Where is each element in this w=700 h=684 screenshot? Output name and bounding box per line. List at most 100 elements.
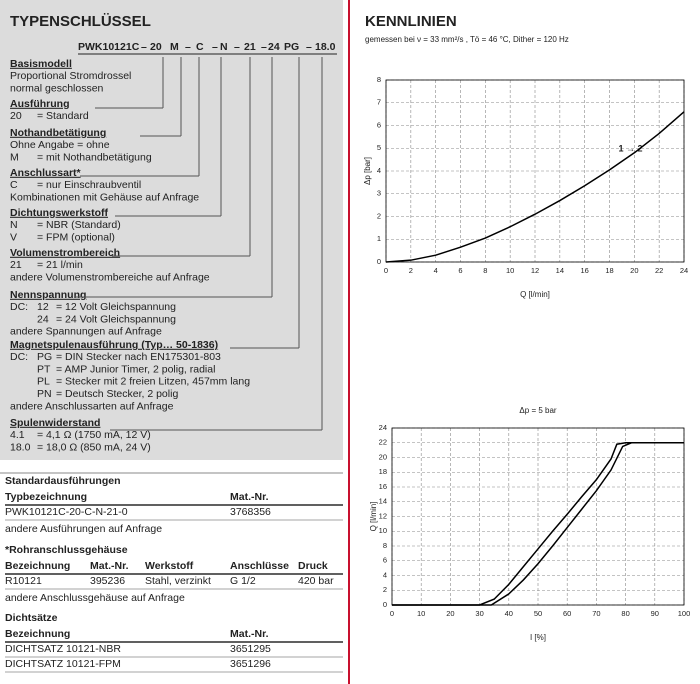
y-tick-label: 24 — [379, 423, 387, 432]
y-tick-label: 0 — [383, 600, 387, 609]
y-tick-label: 12 — [379, 511, 387, 520]
line-text: = FPM (optional) — [37, 231, 115, 243]
x-tick-label: 30 — [475, 609, 483, 618]
table-header: Druck — [298, 560, 328, 572]
code-part: N — [220, 41, 228, 53]
code-part: 24 — [268, 41, 280, 53]
curve — [392, 442, 684, 606]
chart-title: Δp = 5 bar — [519, 406, 556, 415]
x-tick-label: 24 — [680, 266, 688, 275]
line-prefix: DC: — [10, 351, 28, 363]
x-tick-label: 70 — [592, 609, 600, 618]
line-text: = NBR (Standard) — [37, 219, 121, 231]
y-axis-label: Δp [bar] — [363, 157, 372, 185]
table-cell: 395236 — [90, 575, 125, 587]
code-part: 21 — [244, 41, 256, 53]
table-header: Mat.-Nr. — [230, 628, 269, 640]
table-cell: 3651295 — [230, 643, 271, 655]
line-text: = 4,1 Ω (1750 mA, 12 V) — [37, 429, 151, 441]
y-tick-label: 1 — [377, 234, 381, 243]
x-tick-label: 10 — [506, 266, 514, 275]
section-heading: Spulenwiderstand — [10, 417, 100, 429]
x-tick-label: 18 — [605, 266, 613, 275]
x-tick-label: 80 — [621, 609, 629, 618]
section-heading: Magnetspulenausführung (Typ… 50-1836) — [10, 339, 218, 351]
x-tick-label: 50 — [534, 609, 542, 618]
line-key: M — [10, 151, 19, 163]
line-text: = mit Nothandbetätigung — [37, 151, 152, 163]
line-key: 21 — [10, 259, 22, 271]
table-header: Mat.-Nr. — [230, 491, 269, 503]
line-text: Proportional Stromdrossel — [10, 70, 131, 82]
code-part: M — [170, 41, 179, 53]
y-tick-label: 14 — [379, 497, 387, 506]
code-part: – — [185, 41, 191, 53]
plot-frame — [385, 79, 685, 263]
line-text: andere Volumenstrombereiche auf Anfrage — [10, 271, 210, 283]
table-header: Bezeichnung — [5, 628, 70, 640]
x-tick-label: 60 — [563, 609, 571, 618]
table-title: Dichtsätze — [5, 612, 58, 624]
y-tick-label: 20 — [379, 452, 387, 461]
line-text: = Standard — [37, 110, 89, 122]
line-text: Ohne Angabe = ohne — [10, 139, 110, 151]
line-key: PN — [37, 388, 52, 400]
table-cell: PWK10121C-20-C-N-21-0 — [5, 506, 128, 518]
table-cell: G 1/2 — [230, 575, 256, 587]
line-key: PL — [37, 376, 50, 388]
line-text: = 12 Volt Gleichspannung — [56, 301, 176, 313]
y-tick-label: 4 — [383, 570, 387, 579]
line-text: andere Spannungen auf Anfrage — [10, 326, 162, 338]
y-tick-label: 8 — [377, 75, 381, 84]
table-note: andere Anschlussgehäuse auf Anfrage — [5, 592, 185, 604]
y-tick-label: 8 — [383, 541, 387, 550]
y-tick-label: 10 — [379, 526, 387, 535]
charts-subtitle: gemessen bei ν = 33 mm²/s , Tö = 46 °C, … — [365, 35, 569, 44]
line-text: andere Anschlussarten auf Anfrage — [10, 400, 174, 412]
line-key: C — [10, 179, 18, 191]
table-header: Typbezeichnung — [5, 491, 87, 503]
line-text: = nur Einschraubventil — [37, 179, 141, 191]
curve — [385, 111, 685, 263]
section-heading: Volumenstrombereich — [10, 247, 120, 259]
table-header: Bezeichnung — [5, 560, 70, 572]
section-heading: Ausführung — [10, 98, 70, 110]
code-part: – — [234, 41, 240, 53]
table-cell: Stahl, verzinkt — [145, 575, 211, 587]
y-tick-label: 2 — [377, 211, 381, 220]
annotation: 1 → 2 — [618, 144, 642, 154]
x-tick-label: 0 — [390, 609, 394, 618]
x-tick-label: 20 — [630, 266, 638, 275]
table-cell: 3651296 — [230, 658, 271, 670]
line-text: = 18,0 Ω (850 mA, 24 V) — [37, 441, 151, 453]
y-tick-label: 2 — [383, 585, 387, 594]
table-header: Mat.-Nr. — [90, 560, 129, 572]
y-tick-label: 4 — [377, 166, 381, 175]
x-tick-label: 14 — [556, 266, 564, 275]
table-cell: DICHTSATZ 10121-NBR — [5, 643, 121, 655]
code-part: – — [261, 41, 267, 53]
line-text: = 21 l/min — [37, 259, 83, 271]
code-part: PWK10121C — [78, 41, 140, 53]
line-text: normal geschlossen — [10, 82, 104, 94]
x-tick-label: 6 — [458, 266, 462, 275]
line-text: = DIN Stecker nach EN175301-803 — [56, 351, 221, 363]
x-axis-label: I [%] — [530, 633, 546, 642]
y-axis-label: Q [l/min] — [369, 502, 378, 532]
x-tick-label: 22 — [655, 266, 663, 275]
line-key: 12 — [37, 301, 49, 313]
y-tick-label: 16 — [379, 482, 387, 491]
table-title: Standardausführungen — [5, 475, 121, 487]
line-text: = Stecker mit 2 freien Litzen, 457mm lan… — [56, 376, 250, 388]
table-cell: 420 bar — [298, 575, 334, 587]
line-text: Kombinationen mit Gehäuse auf Anfrage — [10, 191, 199, 203]
code-part: – — [306, 41, 312, 53]
y-tick-label: 18 — [379, 467, 387, 476]
section-heading: Dichtungswerkstoff — [10, 207, 109, 219]
code-part: C — [196, 41, 204, 53]
line-text: = Deutsch Stecker, 2 polig — [56, 388, 178, 400]
line-key: N — [10, 219, 18, 231]
section-heading: Anschlussart* — [10, 167, 82, 179]
x-axis-label: Q [l/min] — [520, 290, 550, 299]
x-tick-label: 40 — [505, 609, 513, 618]
